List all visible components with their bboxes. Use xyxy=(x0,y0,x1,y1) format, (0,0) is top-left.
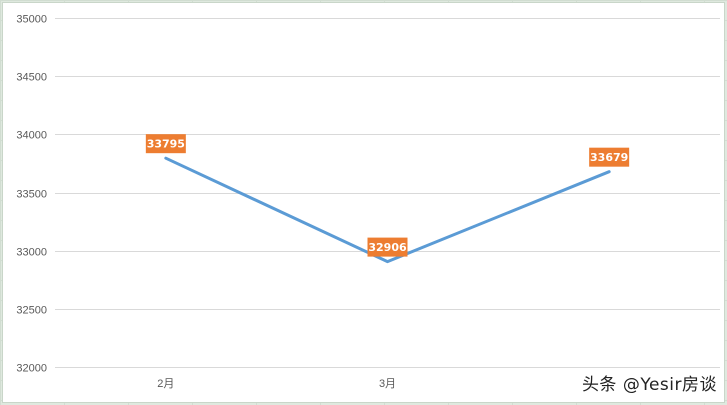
data-label-value: 33679 xyxy=(590,151,628,164)
data-label-value: 32906 xyxy=(368,241,407,254)
data-label: 33795 xyxy=(145,134,186,154)
data-labels: 33795 32906 33679 xyxy=(145,134,630,257)
data-label: 33679 xyxy=(589,147,630,167)
watermark: 头条 @Yesir房谈 xyxy=(581,375,717,395)
y-tick-label: 33500 xyxy=(16,189,47,201)
y-tick-label: 32000 xyxy=(16,363,47,375)
y-tick-label: 34000 xyxy=(16,130,47,142)
chart-area[interactable]: 32000 32500 33000 33500 34000 34500 35000 2月 3月… xyxy=(3,3,724,402)
data-label-value: 33795 xyxy=(147,138,185,151)
y-tick-label: 32500 xyxy=(16,305,47,317)
data-label-box xyxy=(145,134,186,154)
y-tick-label: 33000 xyxy=(16,247,47,259)
gridlines xyxy=(55,18,720,368)
x-tick-label: 2月 xyxy=(157,378,174,390)
y-tick-label: 35000 xyxy=(16,14,47,26)
series-lines xyxy=(164,156,611,264)
x-tick-label: 3月 xyxy=(379,378,396,390)
x-axis-tick-labels: 2月 3月 xyxy=(157,378,396,390)
y-axis-tick-labels: 32000 32500 33000 33500 34000 34500 35000 xyxy=(16,14,47,375)
data-label-box xyxy=(589,147,630,167)
y-tick-label: 34500 xyxy=(16,72,47,84)
data-label-box xyxy=(367,237,408,257)
series-line[interactable] xyxy=(164,156,611,264)
data-label: 32906 xyxy=(367,237,408,257)
line-chart: 32000 32500 33000 33500 34000 34500 35000 2月 3月… xyxy=(16,14,720,390)
